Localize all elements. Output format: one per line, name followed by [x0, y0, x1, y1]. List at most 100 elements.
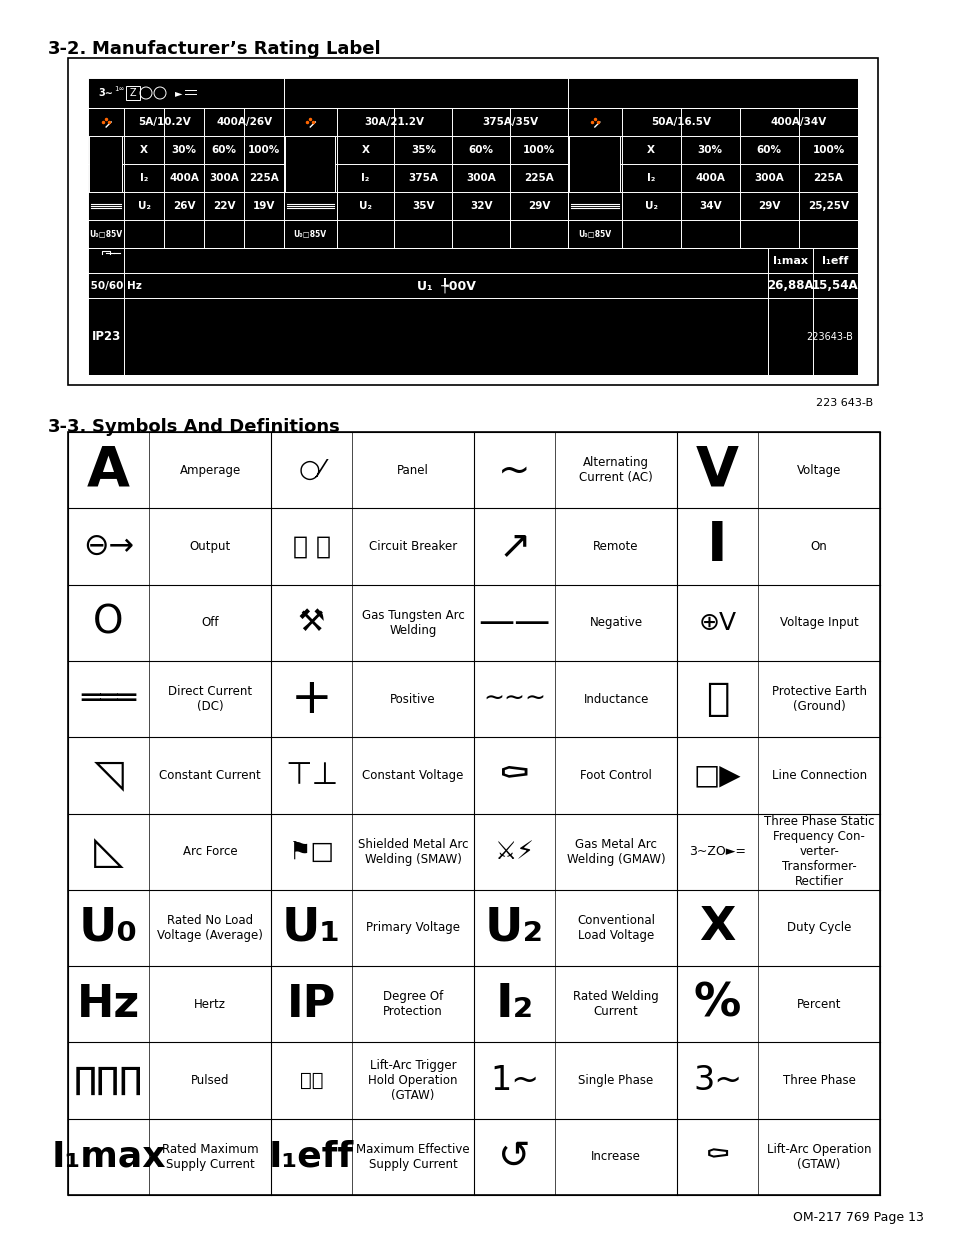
- Text: ⊤⊥: ⊤⊥: [285, 761, 338, 790]
- Text: U₀▢85V: U₀▢85V: [294, 230, 327, 238]
- Text: Shielded Metal Arc
Welding (SMAW): Shielded Metal Arc Welding (SMAW): [357, 837, 468, 866]
- Text: Pulsed: Pulsed: [191, 1074, 229, 1087]
- Text: ◹: ◹: [93, 756, 123, 794]
- Text: □▶: □▶: [693, 761, 740, 789]
- Text: I₂: I₂: [495, 982, 533, 1026]
- Text: 3~: 3~: [692, 1065, 741, 1097]
- Text: 60%: 60%: [756, 144, 781, 156]
- Text: ►: ►: [174, 88, 182, 98]
- Text: ⊕V: ⊕V: [698, 611, 736, 635]
- Text: 30A/21.2V: 30A/21.2V: [364, 117, 424, 127]
- Text: Three Phase: Three Phase: [781, 1074, 855, 1087]
- Text: 26,88A: 26,88A: [766, 279, 813, 291]
- Text: On: On: [810, 540, 826, 553]
- Text: U₂: U₂: [644, 201, 657, 211]
- Text: S: S: [587, 156, 600, 173]
- Text: Remote: Remote: [593, 540, 639, 553]
- Text: A: A: [87, 443, 130, 498]
- Text: ⊖→: ⊖→: [83, 532, 134, 561]
- Text: ∏∏∏: ∏∏∏: [73, 1066, 143, 1095]
- Text: ↺: ↺: [497, 1137, 531, 1176]
- Text: ⯭⯭: ⯭⯭: [299, 1071, 323, 1091]
- Text: Amperage: Amperage: [179, 463, 240, 477]
- Text: Output: Output: [190, 540, 231, 553]
- Text: I₁max: I₁max: [51, 1140, 166, 1173]
- Text: 3∼: 3∼: [98, 88, 112, 98]
- Text: Off: Off: [201, 616, 218, 630]
- Text: 300A: 300A: [466, 173, 496, 183]
- Text: Rated Welding
Current: Rated Welding Current: [573, 990, 659, 1018]
- Text: 223643-B: 223643-B: [805, 331, 852, 342]
- Text: X: X: [646, 144, 655, 156]
- Text: 223 643-B: 223 643-B: [815, 398, 872, 408]
- Bar: [68, 58, 877, 385]
- Text: 35V: 35V: [412, 201, 435, 211]
- Text: Conventional
Load Voltage: Conventional Load Voltage: [577, 914, 655, 942]
- Text: Gas Metal Arc
Welding (GMAW): Gas Metal Arc Welding (GMAW): [566, 837, 664, 866]
- Text: Rated No Load
Voltage (Average): Rated No Load Voltage (Average): [157, 914, 263, 942]
- Text: U₀▢85V: U₀▢85V: [578, 230, 611, 238]
- Text: Alternating
Current (AC): Alternating Current (AC): [578, 456, 652, 484]
- Text: U₀: U₀: [79, 905, 138, 951]
- Bar: [568, 136, 619, 191]
- Text: Panel: Panel: [396, 463, 429, 477]
- Text: Percent: Percent: [796, 998, 841, 1010]
- Text: 19V: 19V: [253, 201, 274, 211]
- Text: 29V: 29V: [758, 201, 780, 211]
- Text: Primary Voltage: Primary Voltage: [366, 921, 459, 935]
- Text: Hertz: Hertz: [193, 998, 226, 1010]
- Text: U₂: U₂: [358, 201, 372, 211]
- Text: Hz: Hz: [77, 983, 140, 1026]
- Text: Maximum Effective
Supply Current: Maximum Effective Supply Current: [355, 1142, 470, 1171]
- Text: 5A/10.2V: 5A/10.2V: [137, 117, 191, 127]
- Text: 60%: 60%: [212, 144, 236, 156]
- Text: I₂: I₂: [646, 173, 655, 183]
- Text: O: O: [93, 604, 124, 642]
- Text: Direct Current
(DC): Direct Current (DC): [168, 685, 252, 713]
- Text: Three Phase Static
Frequency Con-
verter-
Transformer-
Rectifier: Three Phase Static Frequency Con- verter…: [763, 815, 874, 888]
- Text: Foot Control: Foot Control: [579, 769, 651, 782]
- Text: 225A: 225A: [523, 173, 554, 183]
- Text: Line Connection: Line Connection: [771, 769, 865, 782]
- Text: 400A: 400A: [169, 173, 199, 183]
- Text: Lift-Arc Operation
(GTAW): Lift-Arc Operation (GTAW): [766, 1142, 870, 1171]
- Text: Positive: Positive: [390, 693, 436, 705]
- Text: 22V: 22V: [213, 201, 235, 211]
- Text: Constant Voltage: Constant Voltage: [362, 769, 463, 782]
- Text: ⚰: ⚰: [497, 756, 531, 794]
- Text: Z: Z: [130, 88, 136, 98]
- Text: 3-2.: 3-2.: [48, 40, 88, 58]
- Text: 100%: 100%: [522, 144, 555, 156]
- Text: 400A/26V: 400A/26V: [215, 117, 272, 127]
- Bar: [126, 86, 140, 100]
- Text: 35%: 35%: [411, 144, 436, 156]
- Bar: [68, 432, 879, 1195]
- Text: 3~ZO►=: 3~ZO►=: [688, 845, 745, 858]
- Bar: [89, 136, 122, 191]
- Text: 100%: 100%: [248, 144, 280, 156]
- Text: ⏚: ⏚: [705, 680, 728, 718]
- Text: I₂: I₂: [361, 173, 369, 183]
- Text: ⚰: ⚰: [704, 1142, 730, 1171]
- Text: Rated Maximum
Supply Current: Rated Maximum Supply Current: [162, 1142, 258, 1171]
- Text: X: X: [699, 905, 735, 951]
- Text: S: S: [303, 156, 316, 173]
- Text: 29V: 29V: [527, 201, 550, 211]
- Text: 300A: 300A: [209, 173, 238, 183]
- Text: ═══: ═══: [81, 684, 136, 714]
- Text: 300A: 300A: [754, 173, 783, 183]
- Text: Duty Cycle: Duty Cycle: [786, 921, 850, 935]
- Text: X: X: [361, 144, 369, 156]
- Text: Symbols And Definitions: Symbols And Definitions: [91, 417, 339, 436]
- Text: Degree Of
Protection: Degree Of Protection: [382, 990, 443, 1018]
- Text: Arc Force: Arc Force: [183, 845, 237, 858]
- Text: U₁  ╄00V: U₁ ╄00V: [416, 278, 475, 293]
- Text: +: +: [291, 676, 333, 722]
- Text: ◺: ◺: [93, 832, 123, 871]
- Text: 30%: 30%: [697, 144, 722, 156]
- Text: %: %: [693, 982, 740, 1026]
- Text: Protective Earth
(Ground): Protective Earth (Ground): [771, 685, 865, 713]
- Text: V: V: [696, 443, 739, 498]
- Text: 3-3.: 3-3.: [48, 417, 88, 436]
- Text: Voltage: Voltage: [796, 463, 841, 477]
